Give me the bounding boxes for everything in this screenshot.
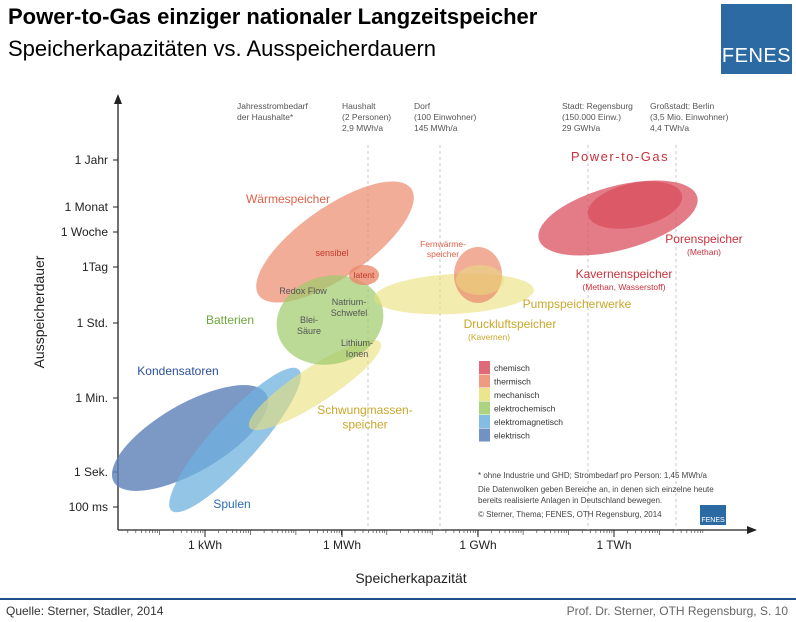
footer-divider bbox=[0, 598, 796, 600]
reference-label: 145 MWh/a bbox=[414, 123, 458, 133]
tech-label-schwungmassen-speicher: Schwungmassen-speicher bbox=[317, 403, 412, 431]
reference-label: Dorf bbox=[414, 101, 431, 111]
reference-label: (2 Personen) bbox=[342, 112, 391, 122]
chart-note: Die Datenwolken geben Bereiche an, in de… bbox=[478, 485, 714, 494]
y-tick-label: 1Tag bbox=[82, 260, 108, 274]
x-tick-label: 1 kWh bbox=[188, 538, 222, 552]
tech-label-porenspeicher: Porenspeicher bbox=[665, 232, 742, 246]
y-tick-label: 1 Woche bbox=[61, 225, 108, 239]
legend-label: elektrisch bbox=[494, 431, 530, 441]
tech-label-latent: latent bbox=[354, 270, 375, 280]
cloud-thermisch bbox=[349, 265, 379, 285]
tech-label-spulen: Spulen bbox=[213, 497, 250, 511]
tech-label-batterien: Batterien bbox=[206, 313, 254, 327]
tech-label-fernwärme-speicher: Fernwärme-speicher bbox=[420, 239, 466, 259]
legend-label: chemisch bbox=[494, 363, 530, 373]
tech-label-kavernenspeicher: Kavernenspeicher bbox=[576, 267, 673, 281]
reference-label: der Haushalte* bbox=[237, 112, 294, 122]
x-tick-label: 1 GWh bbox=[459, 538, 496, 552]
y-axis-arrow-icon bbox=[114, 94, 122, 104]
chart-note: © Sterner, Thema; FENES, OTH Regensburg,… bbox=[478, 510, 662, 519]
reference-label: Stadt: Regensburg bbox=[562, 101, 633, 111]
legend-label: thermisch bbox=[494, 377, 531, 387]
legend-swatch bbox=[479, 388, 490, 401]
reference-label: (100 Einwohner) bbox=[414, 112, 477, 122]
tech-label-power-to-gas: Power-to-Gas bbox=[571, 149, 669, 164]
y-tick-label: 1 Jahr bbox=[75, 153, 108, 167]
legend-swatch bbox=[479, 374, 490, 388]
reference-label: Haushalt bbox=[342, 101, 376, 111]
tech-label-redox-flow: Redox Flow bbox=[279, 286, 327, 296]
cloud-mechanisch bbox=[456, 265, 504, 295]
chart-note: bereits realisierte Anlagen in Deutschla… bbox=[478, 496, 662, 505]
tech-label-sensibel: sensibel bbox=[315, 248, 348, 258]
y-tick-label: 1 Std. bbox=[77, 316, 108, 330]
y-tick-label: 1 Monat bbox=[65, 200, 109, 214]
reference-label: 2,9 MWh/a bbox=[342, 123, 383, 133]
tech-detail-label: (Kavernen) bbox=[468, 332, 510, 342]
y-tick-label: 100 ms bbox=[69, 500, 108, 514]
cloud-thermisch bbox=[256, 181, 414, 303]
mini-fenes-logo-text: FENES bbox=[701, 517, 725, 524]
tech-label-wärmespeicher: Wärmespeicher bbox=[246, 192, 330, 206]
legend-label: elektrochemisch bbox=[494, 404, 556, 414]
legend-swatch bbox=[479, 428, 490, 442]
x-tick-label: 1 MWh bbox=[323, 538, 361, 552]
cloud-chemisch bbox=[587, 181, 683, 229]
y-axis-title: Ausspeicherdauer bbox=[31, 255, 47, 368]
y-tick-label: 1 Sek. bbox=[74, 465, 108, 479]
storage-chart: 1 kWh 1 MWh 1 GWh 1 TWh 1 Jahr 1 Monat 1 Woche… bbox=[31, 94, 757, 586]
legend-swatch bbox=[479, 415, 490, 428]
mini-fenes-logo bbox=[700, 505, 726, 525]
cloud-mechanisch bbox=[374, 273, 534, 315]
cloud-elektrisch bbox=[111, 385, 269, 491]
x-tick-label: 1 TWh bbox=[596, 538, 631, 552]
tech-label-kondensatoren: Kondensatoren bbox=[137, 364, 218, 378]
page-title: Power-to-Gas einziger nationaler Langzei… bbox=[8, 4, 538, 29]
tech-detail-label: (Methan) bbox=[687, 247, 721, 257]
cloud-elektrochemisch bbox=[276, 275, 384, 365]
legend-label: elektromagnetisch bbox=[494, 417, 563, 427]
legend-swatch bbox=[479, 401, 490, 415]
tech-label-natrium-schwefel: Natrium-Schwefel bbox=[331, 297, 368, 318]
chart-note: * ohne Industrie und GHD; Strombedarf pr… bbox=[478, 471, 708, 480]
page-subtitle: Speicherkapazitäten vs. Ausspeicherdauer… bbox=[8, 36, 437, 61]
reference-label: 4,4 TWh/a bbox=[650, 123, 689, 133]
reference-label: (150.000 Einw.) bbox=[562, 112, 621, 122]
footer-source: Quelle: Sterner, Stadler, 2014 bbox=[6, 604, 164, 618]
legend-label: mechanisch bbox=[494, 390, 540, 400]
cloud-mechanisch bbox=[248, 339, 382, 431]
tech-label-lithium-ionen: Lithium-Ionen bbox=[341, 338, 373, 359]
tech-label-blei-säure: Blei-Säure bbox=[297, 315, 321, 336]
tech-label-druckluftspeicher: Druckluftspeicher bbox=[464, 317, 557, 331]
reference-label: (3,5 Mio. Einwohner) bbox=[650, 112, 729, 122]
x-axis-arrow-icon bbox=[747, 526, 757, 534]
tech-detail-label: (Methan, Wasserstoff) bbox=[582, 282, 665, 292]
x-axis-title: Speicherkapazität bbox=[355, 570, 466, 586]
legend-swatch bbox=[479, 361, 490, 374]
footer-page: Prof. Dr. Sterner, OTH Regensburg, S. 10 bbox=[566, 604, 788, 618]
y-tick-label: 1 Min. bbox=[75, 391, 108, 405]
reference-label: 29 GWh/a bbox=[562, 123, 601, 133]
fenes-logo: FENES bbox=[721, 4, 792, 74]
reference-label: Großstadt: Berlin bbox=[650, 101, 715, 111]
tech-label-pumpspeicherwerke: Pumpspeicherwerke bbox=[523, 297, 632, 311]
reference-label: Jahresstrombedarf bbox=[237, 101, 309, 111]
